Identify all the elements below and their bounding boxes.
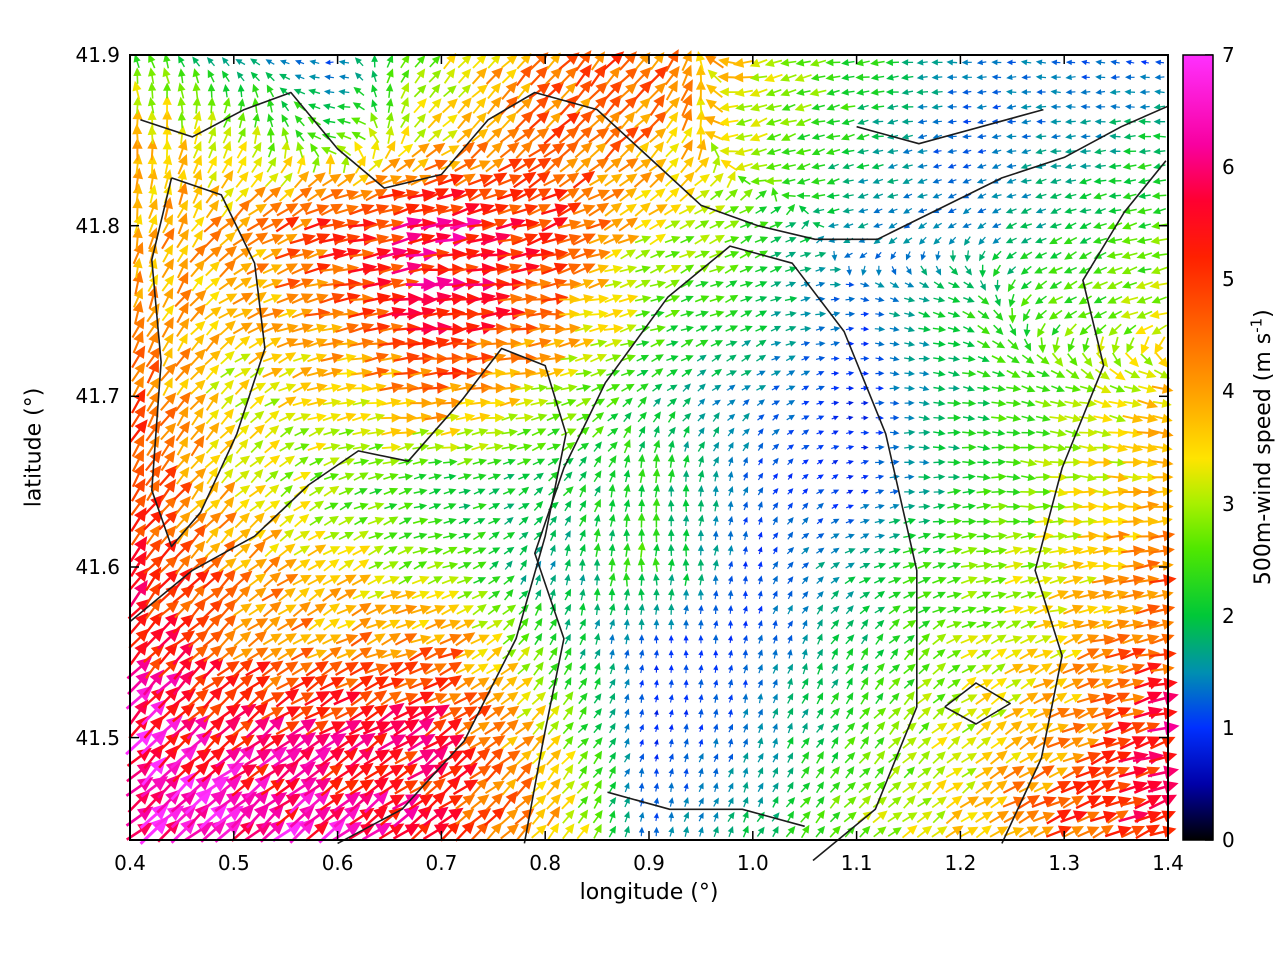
colorbar-label: 500m-wind speed (m s-1) bbox=[1248, 310, 1276, 586]
colorbar-label-wrap: 500m-wind speed (m s-1) bbox=[1244, 55, 1280, 840]
x-axis-label: longitude (°) bbox=[579, 880, 719, 905]
terrain-contours bbox=[129, 91, 1169, 862]
colorbar-label-close: ) bbox=[1251, 309, 1277, 319]
y-axis-label: latitude (°) bbox=[21, 387, 47, 508]
quiver-arrows bbox=[125, 49, 1180, 845]
colorbar-label-sup: -1 bbox=[1247, 318, 1266, 334]
y-axis-label-wrap: latitude (°) bbox=[4, 55, 64, 840]
colorbar-label-main: 500m-wind speed (m s bbox=[1251, 333, 1277, 586]
